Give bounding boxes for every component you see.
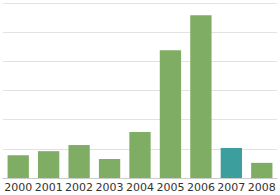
svg-text:2005: 2005 bbox=[156, 181, 184, 194]
svg-text:2000: 2000 bbox=[4, 181, 32, 194]
svg-text:2003: 2003 bbox=[96, 181, 124, 194]
svg-text:2008: 2008 bbox=[248, 181, 276, 194]
svg-text:2007: 2007 bbox=[217, 181, 245, 194]
svg-text:2004: 2004 bbox=[126, 181, 154, 194]
svg-text:2001: 2001 bbox=[35, 181, 63, 194]
svg-text:2002: 2002 bbox=[65, 181, 93, 194]
svg-text:2006: 2006 bbox=[187, 181, 215, 194]
